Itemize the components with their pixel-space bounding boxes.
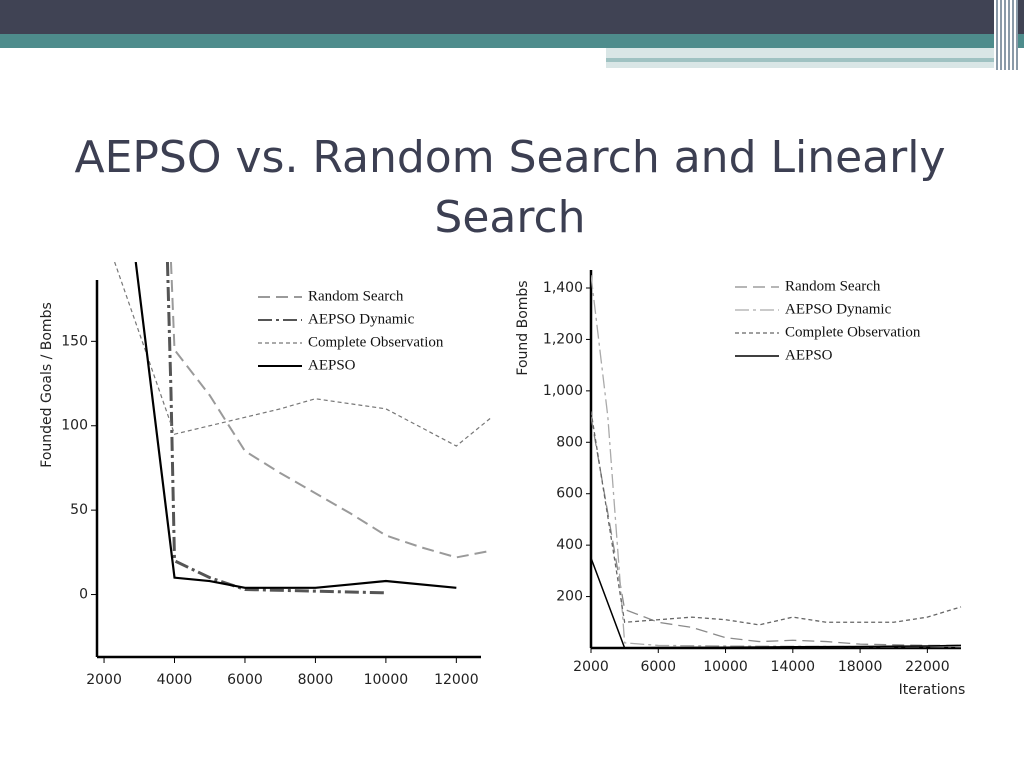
x-tick-label: 8000 [298,672,334,688]
y-tick-label: 200 [556,589,583,605]
legend-label: AEPSO [785,347,833,363]
plot-area [591,275,962,648]
x-tick-label: 14000 [771,659,816,675]
x-tick-label: 2000 [86,672,122,688]
legend-label: AEPSO Dynamic [308,311,415,327]
x-tick-label: 22000 [905,659,950,675]
header-pattern [994,0,1018,70]
y-tick-label: 400 [556,537,583,553]
legend-label: AEPSO Dynamic [785,301,892,317]
chart: 0 50 100 150 2000 4000 6000 8000 10000 12000 Found… [39,262,492,688]
series-line [591,416,961,647]
header-stripe [0,34,1024,48]
y-tick-label: 100 [61,418,88,434]
x-tick-label: 18000 [838,659,883,675]
y-tick-label: 1,000 [543,383,583,399]
series-line [591,275,962,648]
x-tick-label: 4000 [157,672,193,688]
x-tick-label: 12000 [434,672,479,688]
series-line [165,262,386,595]
legend-label: AEPSO [308,357,356,373]
x-tick-label: 6000 [640,659,676,675]
x-axis-label: Iterations [899,682,966,698]
legend-label: Complete Observation [308,334,444,350]
header-accent-line [606,58,1006,62]
series-line [591,411,962,626]
series-line [134,262,457,589]
x-tick-label: 2000 [573,659,609,675]
legend-label: Random Search [308,288,404,304]
y-tick-label: 50 [70,502,88,518]
plot-area [114,262,492,595]
x-tick-label: 6000 [227,672,263,688]
chart: 200 400 600 800 1,000 1,200 1,400 2000 6000 10000… [515,270,965,698]
series-line [114,262,492,447]
y-axis-label: Found Bombs [515,280,531,375]
y-axis-label: Founded Goals / Bombs [39,302,55,467]
x-tick-label: 10000 [364,672,409,688]
y-tick-label: 1,200 [543,331,583,347]
y-tick-label: 1,400 [543,280,583,296]
series-line [591,557,962,648]
header-bar [0,0,1024,34]
y-tick-label: 0 [79,587,88,603]
y-tick-label: 600 [556,486,583,502]
series-line [169,262,492,559]
x-tick-label: 10000 [703,659,748,675]
legend-label: Random Search [785,278,881,294]
slide-title: AEPSO vs. Random Search and Linearly Sea… [74,132,946,243]
legend-label: Complete Observation [785,324,921,340]
y-tick-label: 800 [556,434,583,450]
y-tick-label: 150 [61,333,88,349]
